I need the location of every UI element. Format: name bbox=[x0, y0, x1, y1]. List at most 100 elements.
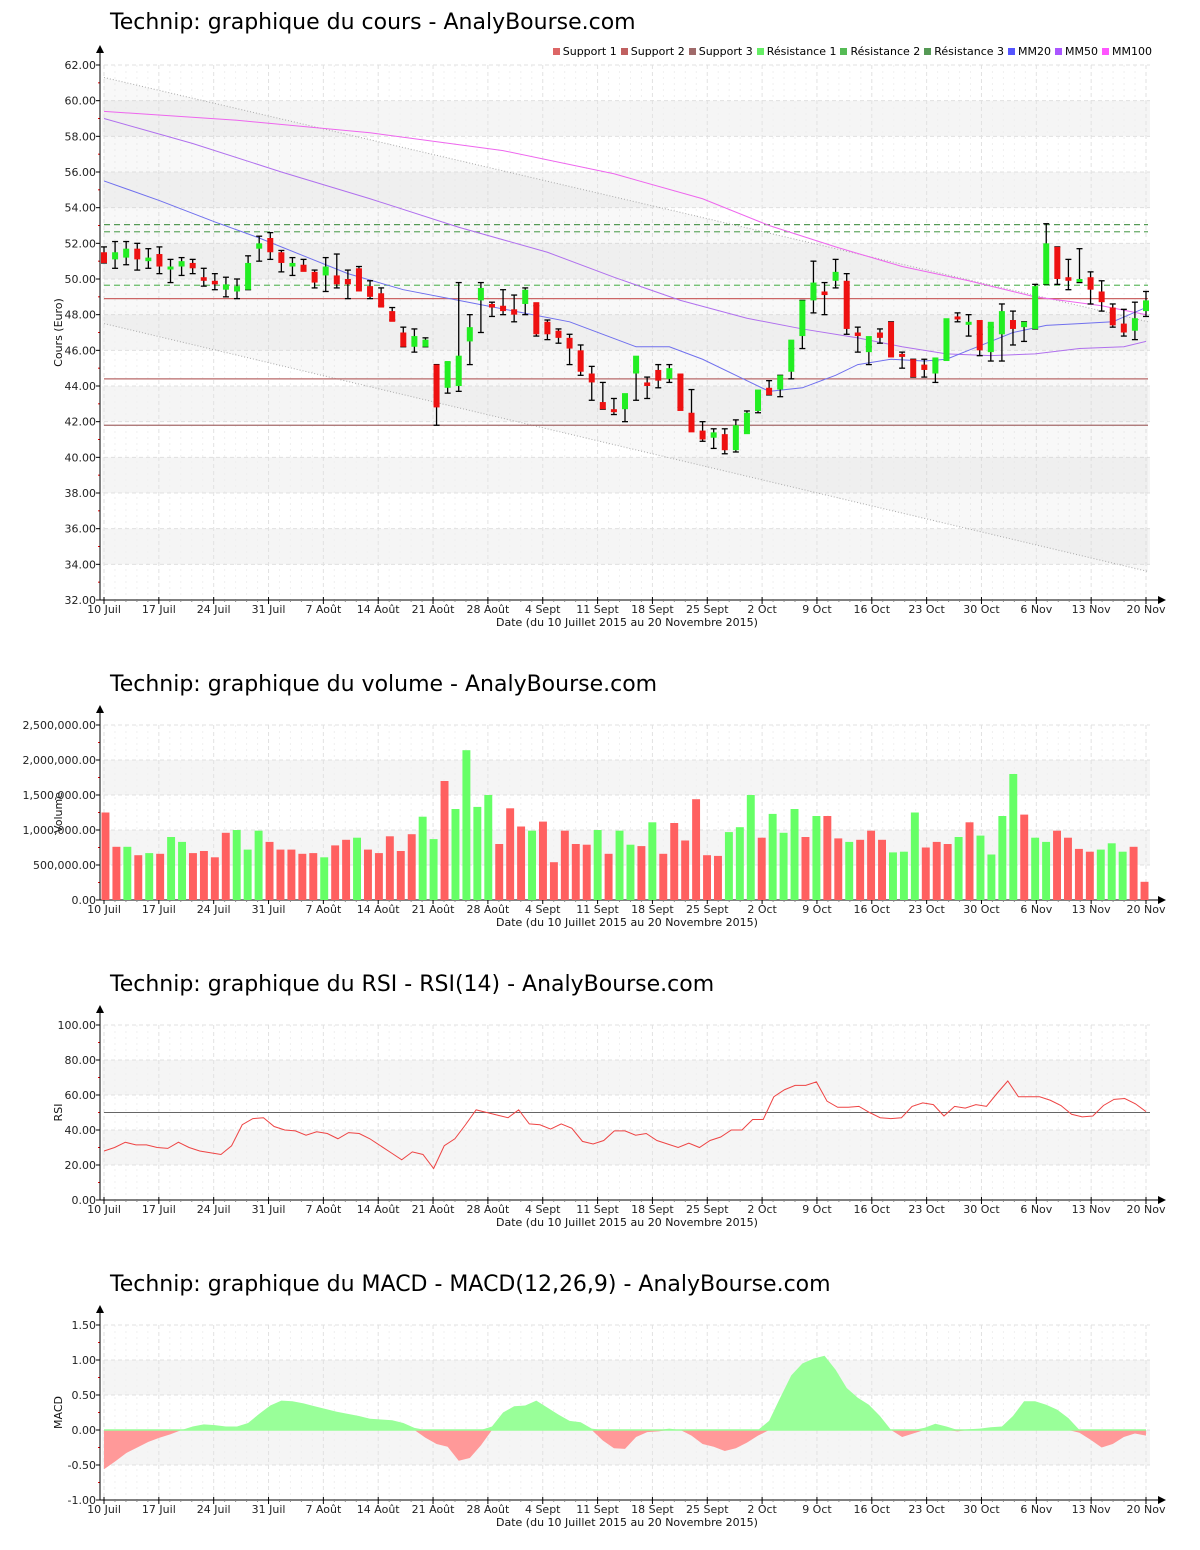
candlestick bbox=[588, 365, 595, 401]
candlestick bbox=[743, 410, 750, 435]
candlestick bbox=[1043, 223, 1050, 286]
macd-positive-area bbox=[104, 1355, 1146, 1430]
svg-text:2 Oct: 2 Oct bbox=[747, 1203, 777, 1216]
candlestick bbox=[965, 314, 972, 337]
candlestick bbox=[466, 314, 473, 366]
candlestick bbox=[378, 287, 385, 308]
candlestick bbox=[943, 318, 950, 362]
candlestick bbox=[788, 339, 795, 380]
svg-text:2 Oct: 2 Oct bbox=[747, 903, 777, 916]
volume-bar bbox=[473, 806, 482, 900]
svg-text:13 Nov: 13 Nov bbox=[1072, 603, 1111, 616]
volume-bar bbox=[199, 851, 208, 900]
legend-label: Résistance 3 bbox=[934, 45, 1005, 58]
svg-text:0.00: 0.00 bbox=[72, 1424, 97, 1437]
candlestick bbox=[333, 253, 340, 289]
candlestick bbox=[256, 235, 263, 262]
volume-bar bbox=[582, 844, 591, 900]
candlestick bbox=[145, 248, 152, 269]
svg-text:23 Oct: 23 Oct bbox=[908, 603, 945, 616]
svg-text:17 Juil: 17 Juil bbox=[142, 903, 176, 916]
candlestick bbox=[278, 249, 285, 273]
svg-text:2 Oct: 2 Oct bbox=[747, 1503, 777, 1516]
volume-bar bbox=[243, 849, 252, 900]
svg-text:28 Août: 28 Août bbox=[466, 903, 510, 916]
candlestick bbox=[566, 333, 573, 366]
candlestick bbox=[888, 321, 895, 358]
volume-bar bbox=[1053, 830, 1061, 900]
volume-bar bbox=[1107, 843, 1116, 900]
volume-bar bbox=[462, 750, 471, 900]
volume-bar bbox=[954, 837, 963, 900]
volume-bar bbox=[265, 841, 274, 900]
volume-bar bbox=[670, 823, 679, 900]
volume-bar bbox=[418, 816, 427, 900]
volume-bar bbox=[320, 857, 329, 900]
svg-text:1,500,000.00: 1,500,000.00 bbox=[23, 789, 96, 802]
svg-text:18 Sept: 18 Sept bbox=[631, 603, 674, 616]
legend-item: MM50 bbox=[1055, 45, 1098, 58]
legend-item: Support 2 bbox=[620, 45, 685, 58]
candlestick bbox=[688, 388, 695, 433]
volume-bar bbox=[899, 851, 908, 900]
svg-text:Date (du 10 Juillet 2015 au 20: Date (du 10 Juillet 2015 au 20 Novembre … bbox=[496, 1516, 758, 1529]
svg-text:4 Sept: 4 Sept bbox=[525, 1503, 561, 1516]
volume-bar bbox=[528, 830, 536, 900]
svg-text:11 Sept: 11 Sept bbox=[576, 1503, 619, 1516]
svg-text:48.00: 48.00 bbox=[65, 309, 97, 322]
candlestick bbox=[854, 326, 861, 353]
candlestick bbox=[289, 256, 296, 277]
svg-text:44.00: 44.00 bbox=[65, 380, 97, 393]
volume-bar bbox=[790, 809, 799, 900]
svg-text:11 Sept: 11 Sept bbox=[576, 903, 619, 916]
candlestick bbox=[245, 255, 252, 291]
candlestick bbox=[500, 289, 507, 316]
candlestick bbox=[1143, 290, 1149, 318]
volume-bar bbox=[1129, 846, 1138, 900]
volume-bar bbox=[189, 853, 197, 900]
svg-text:500,000.00: 500,000.00 bbox=[33, 859, 96, 872]
candlestick bbox=[755, 389, 762, 414]
svg-text:Date (du 10 Juillet 2015 au 20: Date (du 10 Juillet 2015 au 20 Novembre … bbox=[496, 916, 758, 929]
volume-bar bbox=[331, 845, 340, 900]
svg-text:25 Sept: 25 Sept bbox=[686, 1203, 729, 1216]
svg-text:9 Oct: 9 Oct bbox=[802, 903, 832, 916]
candlestick bbox=[799, 299, 806, 350]
volume-bar bbox=[812, 816, 821, 900]
candlestick bbox=[267, 231, 274, 261]
svg-text:40.00: 40.00 bbox=[65, 1124, 97, 1137]
volume-bar bbox=[495, 844, 504, 900]
legend-swatch-icon bbox=[620, 48, 628, 55]
volume-bar bbox=[145, 853, 154, 900]
svg-text:16 Oct: 16 Oct bbox=[854, 603, 891, 616]
svg-text:7 Août: 7 Août bbox=[305, 1503, 342, 1516]
svg-text:60.00: 60.00 bbox=[65, 95, 97, 108]
svg-text:6 Nov: 6 Nov bbox=[1020, 1503, 1052, 1516]
svg-text:7 Août: 7 Août bbox=[305, 603, 342, 616]
svg-text:Cours (Euro): Cours (Euro) bbox=[52, 298, 65, 367]
volume-bar bbox=[440, 781, 449, 900]
svg-text:17 Juil: 17 Juil bbox=[142, 1503, 176, 1516]
candlestick bbox=[622, 393, 628, 423]
legend-item: Support 3 bbox=[688, 45, 753, 58]
svg-text:16 Oct: 16 Oct bbox=[854, 1503, 891, 1516]
svg-text:25 Sept: 25 Sept bbox=[686, 903, 729, 916]
candlestick bbox=[433, 363, 440, 426]
svg-text:58.00: 58.00 bbox=[65, 130, 97, 143]
svg-text:10 Juil: 10 Juil bbox=[87, 1503, 121, 1516]
legend-swatch-icon bbox=[1008, 48, 1016, 55]
price-chart: 62.00 60.00 58.00 56.00 54.00 52.00 50.00 48.00… bbox=[52, 45, 1166, 629]
volume-bar bbox=[1020, 814, 1029, 900]
svg-text:7 Août: 7 Août bbox=[305, 903, 342, 916]
svg-text:30 Oct: 30 Oct bbox=[963, 1203, 1000, 1216]
candlestick bbox=[655, 363, 662, 389]
svg-text:20 Nov: 20 Nov bbox=[1127, 1203, 1166, 1216]
svg-text:31 Juil: 31 Juil bbox=[252, 1503, 286, 1516]
legend-item: MM20 bbox=[1008, 45, 1051, 58]
svg-text:6 Nov: 6 Nov bbox=[1020, 603, 1052, 616]
volume-bar bbox=[298, 853, 307, 900]
candlestick bbox=[477, 281, 484, 334]
candlestick bbox=[577, 344, 584, 376]
legend-item: MM100 bbox=[1102, 45, 1152, 58]
